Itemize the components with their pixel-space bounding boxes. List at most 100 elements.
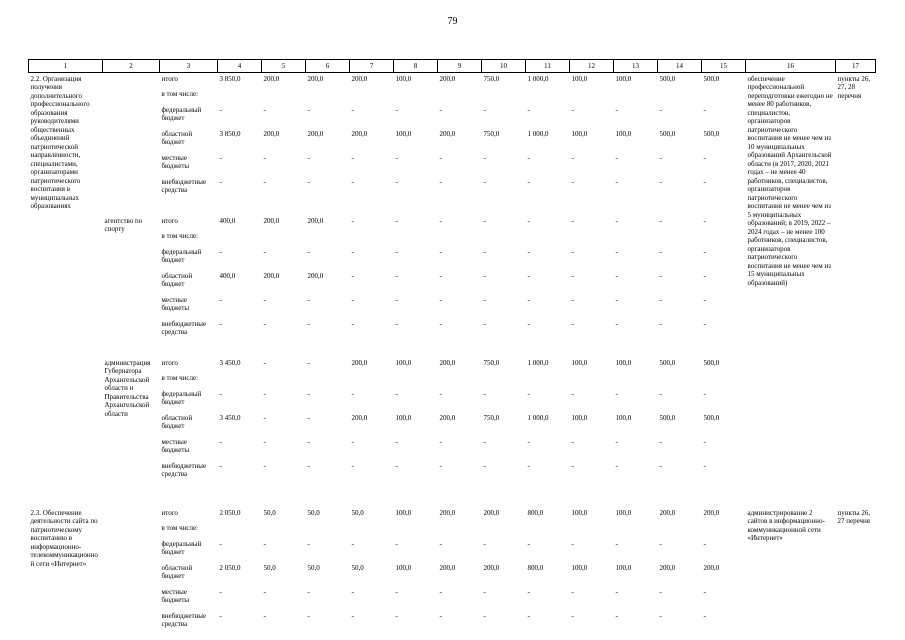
- value-cell: [438, 88, 482, 104]
- value-cell: 100,0: [395, 508, 412, 517]
- value-cell: -: [483, 177, 486, 186]
- value-cell: -: [395, 611, 398, 620]
- value-cell: -: [703, 105, 706, 114]
- value-cell: 100,0: [571, 563, 588, 572]
- value-cell: 500,0: [703, 129, 720, 138]
- value-cell: [614, 88, 658, 104]
- value-cell: 500,0: [659, 74, 676, 83]
- table-row: областной бюджет 3 850,0 200,0 200,0 200,0 10…: [29, 128, 876, 152]
- value-cell: -: [263, 437, 266, 446]
- value-cell: -: [439, 319, 442, 328]
- value-cell: [570, 372, 614, 388]
- value-cell: [262, 230, 306, 246]
- value-cell: -: [571, 271, 574, 280]
- value-cell: 750,0: [483, 413, 500, 422]
- value-cell: -: [439, 177, 442, 186]
- value-cell: -: [219, 295, 222, 304]
- value-cell: -: [483, 105, 486, 114]
- table-row: местные бюджеты - - - - - - - - - - - -: [29, 294, 876, 318]
- value-cell: 2 050,0: [219, 563, 241, 572]
- value-cell: 1 000,0: [527, 413, 549, 422]
- value-cell: -: [439, 216, 442, 225]
- value-cell: [482, 88, 526, 104]
- value-cell: -: [351, 105, 354, 114]
- value-cell: -: [659, 587, 662, 596]
- value-cell: -: [571, 437, 574, 446]
- table-row: областной бюджет 400,0 200,0 200,0 - - - - - - - - -: [29, 270, 876, 294]
- main-table: 1 2 3 4 5 6 7 8 9 10 11 12 13 14 15 16 17 2.2. Организац…: [28, 59, 876, 634]
- value-cell: [218, 88, 262, 104]
- value-cell: [350, 372, 394, 388]
- value-cell: -: [527, 389, 530, 398]
- value-cell: 100,0: [615, 129, 632, 138]
- value-cell: -: [351, 271, 354, 280]
- value-cell: [702, 522, 746, 538]
- budget-label-cell: итого: [161, 508, 178, 517]
- budget-label-cell: в том числе:: [161, 90, 199, 98]
- value-cell: -: [703, 247, 706, 256]
- value-cell: -: [307, 539, 310, 548]
- table-row: местные бюджеты - - - - - - - - - - - -: [29, 152, 876, 176]
- value-cell: -: [263, 539, 266, 548]
- value-cell: -: [483, 587, 486, 596]
- value-cell: 1 000,0: [527, 358, 549, 367]
- value-cell: -: [307, 437, 310, 446]
- table-row: внебюджетные средства - - - - - - - - - - - -: [29, 318, 876, 357]
- value-cell: -: [703, 437, 706, 446]
- table-row: агентство по спорту итого 400,0 200,0 200,0 -…: [29, 215, 876, 234]
- value-cell: -: [395, 247, 398, 256]
- value-cell: [614, 372, 658, 388]
- value-cell: [438, 372, 482, 388]
- value-cell: 500,0: [703, 358, 720, 367]
- table-row: местные бюджеты - - - - - - - - - - - -: [29, 436, 876, 460]
- value-cell: 200,0: [483, 563, 500, 572]
- value-cell: -: [571, 461, 574, 470]
- value-cell: -: [615, 216, 618, 225]
- value-cell: [306, 522, 350, 538]
- value-cell: 50,0: [263, 508, 276, 517]
- value-cell: 500,0: [659, 129, 676, 138]
- value-cell: -: [527, 105, 530, 114]
- value-cell: -: [659, 271, 662, 280]
- value-cell: -: [527, 271, 530, 280]
- value-cell: -: [483, 153, 486, 162]
- value-cell: -: [659, 389, 662, 398]
- table-row: областной бюджет 2 050,0 50,0 50,0 50,0 100,0…: [29, 562, 876, 586]
- value-cell: -: [307, 587, 310, 596]
- value-cell: 50,0: [351, 508, 364, 517]
- value-cell: -: [395, 105, 398, 114]
- table-row: федеральный бюджет - - - - - - - - - - - -: [29, 538, 876, 562]
- value-cell: [482, 230, 526, 246]
- value-cell: -: [307, 105, 310, 114]
- value-cell: -: [703, 389, 706, 398]
- budget-label-cell: внебюджетные средства: [161, 177, 207, 195]
- value-cell: -: [351, 247, 354, 256]
- basis-cell: пункты 26, 27, 28 перечня: [837, 74, 871, 100]
- value-cell: -: [351, 539, 354, 548]
- value-cell: 400,0: [219, 271, 236, 280]
- value-cell: 100,0: [571, 413, 588, 422]
- value-cell: -: [219, 389, 222, 398]
- value-cell: -: [439, 461, 442, 470]
- value-cell: 50,0: [263, 563, 276, 572]
- value-cell: -: [483, 611, 486, 620]
- value-cell: -: [219, 153, 222, 162]
- column-number-cell: 12: [569, 59, 614, 73]
- value-cell: 200,0: [439, 74, 456, 83]
- value-cell: [526, 230, 570, 246]
- value-cell: -: [483, 216, 486, 225]
- value-cell: 100,0: [571, 129, 588, 138]
- value-cell: 750,0: [483, 74, 500, 83]
- value-cell: -: [571, 319, 574, 328]
- page-number: 79: [447, 16, 458, 27]
- value-cell: -: [395, 587, 398, 596]
- value-cell: -: [351, 389, 354, 398]
- value-cell: -: [351, 295, 354, 304]
- value-cell: -: [483, 389, 486, 398]
- table-row: внебюджетные средства - - - - - - - - - - - -: [29, 460, 876, 507]
- value-cell: -: [439, 611, 442, 620]
- value-cell: -: [527, 295, 530, 304]
- value-cell: -: [659, 177, 662, 186]
- value-cell: -: [219, 611, 222, 620]
